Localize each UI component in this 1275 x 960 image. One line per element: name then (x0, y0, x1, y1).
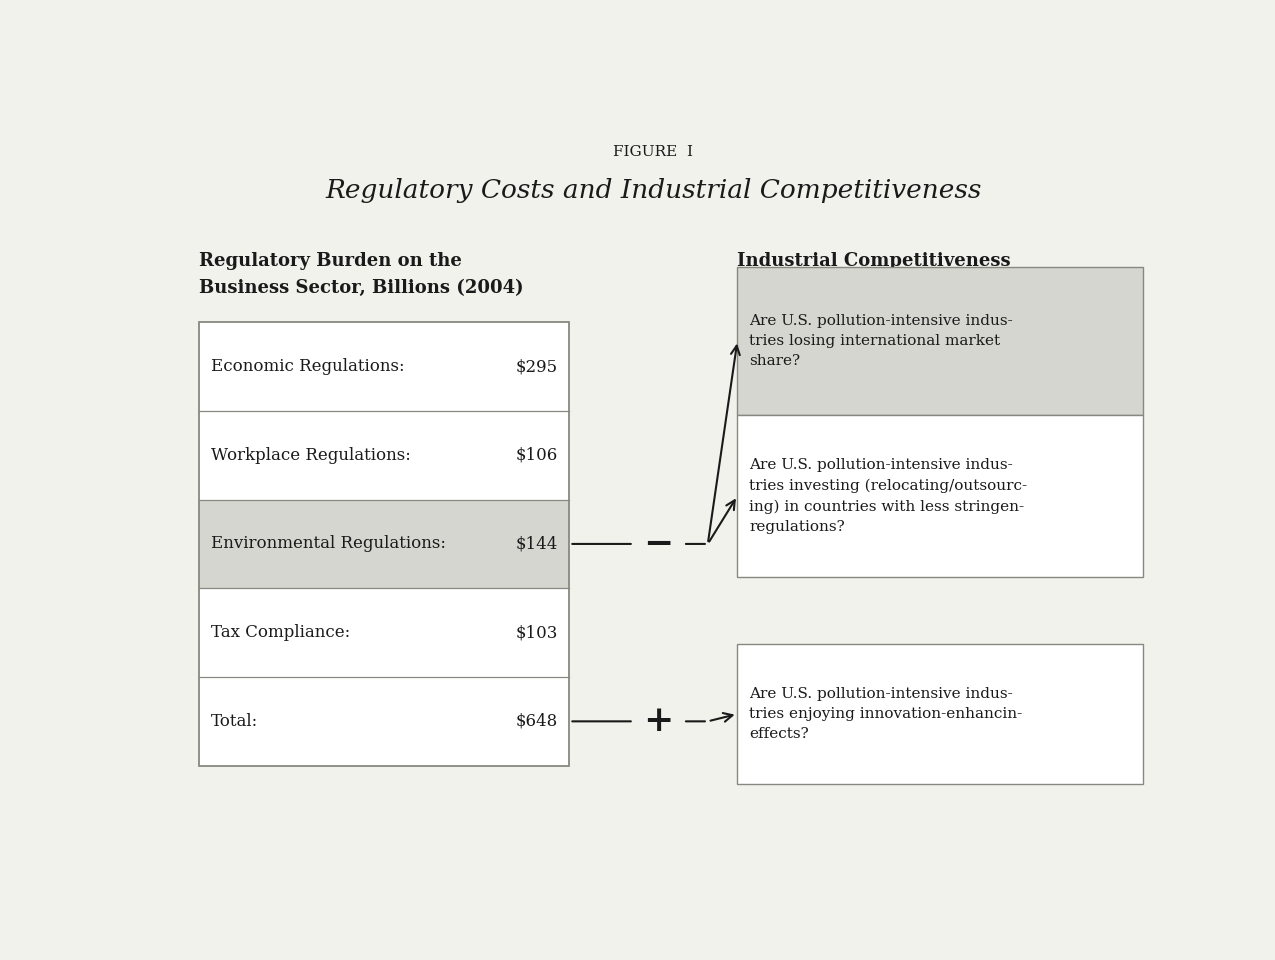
Text: $295: $295 (515, 358, 557, 375)
Text: −: − (644, 527, 673, 561)
Text: Economic Regulations:: Economic Regulations: (210, 358, 404, 375)
Bar (737, 415, 1142, 577)
Bar (199, 323, 570, 411)
Bar (199, 323, 570, 766)
Text: Are U.S. pollution-intensive indus-
tries investing (relocating/outsourc-
ing) i: Are U.S. pollution-intensive indus- trie… (750, 458, 1028, 534)
Text: Are U.S. pollution-intensive indus-
tries losing international market
share?: Are U.S. pollution-intensive indus- trie… (750, 314, 1014, 368)
Text: +: + (643, 705, 673, 738)
Bar (199, 677, 570, 766)
Text: Regulatory Costs and Industrial Competitiveness: Regulatory Costs and Industrial Competit… (325, 178, 982, 203)
Text: FIGURE  I: FIGURE I (613, 145, 694, 158)
Text: Regulatory Burden on the: Regulatory Burden on the (199, 252, 462, 270)
Text: Total:: Total: (210, 713, 258, 730)
Text: Business Sector, Billions (2004): Business Sector, Billions (2004) (199, 279, 524, 298)
Text: $144: $144 (515, 536, 557, 552)
Text: $106: $106 (515, 446, 557, 464)
Text: Industrial Competitiveness: Industrial Competitiveness (737, 252, 1011, 270)
Bar (737, 644, 1142, 784)
Text: Are U.S. pollution-intensive indus-
tries enjoying innovation-enhancin-
effects?: Are U.S. pollution-intensive indus- trie… (750, 687, 1023, 741)
Bar (737, 267, 1142, 415)
Text: Environmental Regulations:: Environmental Regulations: (210, 536, 446, 552)
Text: Tax Compliance:: Tax Compliance: (210, 624, 351, 641)
Text: $103: $103 (515, 624, 557, 641)
Bar (199, 411, 570, 499)
Bar (199, 588, 570, 677)
Text: Workplace Regulations:: Workplace Regulations: (210, 446, 411, 464)
Bar (199, 499, 570, 588)
Text: $648: $648 (515, 713, 557, 730)
